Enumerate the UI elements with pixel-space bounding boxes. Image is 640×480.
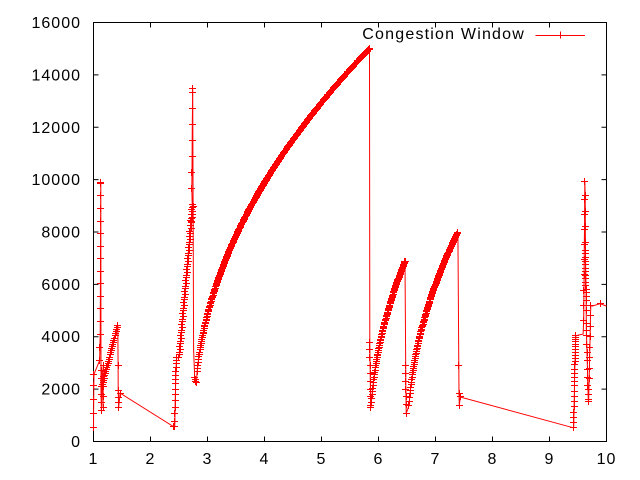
svg-text:4000: 4000 bbox=[41, 329, 81, 346]
svg-text:1: 1 bbox=[89, 451, 99, 468]
svg-text:6000: 6000 bbox=[41, 277, 81, 294]
svg-text:3: 3 bbox=[203, 451, 213, 468]
svg-text:6: 6 bbox=[374, 451, 384, 468]
svg-text:8: 8 bbox=[488, 451, 498, 468]
svg-text:12000: 12000 bbox=[32, 120, 82, 137]
svg-text:16000: 16000 bbox=[32, 15, 82, 32]
svg-text:4: 4 bbox=[260, 451, 270, 468]
svg-text:2: 2 bbox=[146, 451, 156, 468]
svg-text:10000: 10000 bbox=[32, 172, 82, 189]
svg-text:9: 9 bbox=[545, 451, 555, 468]
svg-text:0: 0 bbox=[71, 434, 81, 451]
svg-text:8000: 8000 bbox=[41, 225, 81, 242]
svg-text:5: 5 bbox=[317, 451, 327, 468]
svg-text:Congestion Window: Congestion Window bbox=[362, 26, 525, 43]
svg-text:10: 10 bbox=[597, 451, 617, 468]
svg-text:14000: 14000 bbox=[32, 67, 82, 84]
svg-text:2000: 2000 bbox=[41, 382, 81, 399]
svg-text:7: 7 bbox=[431, 451, 441, 468]
